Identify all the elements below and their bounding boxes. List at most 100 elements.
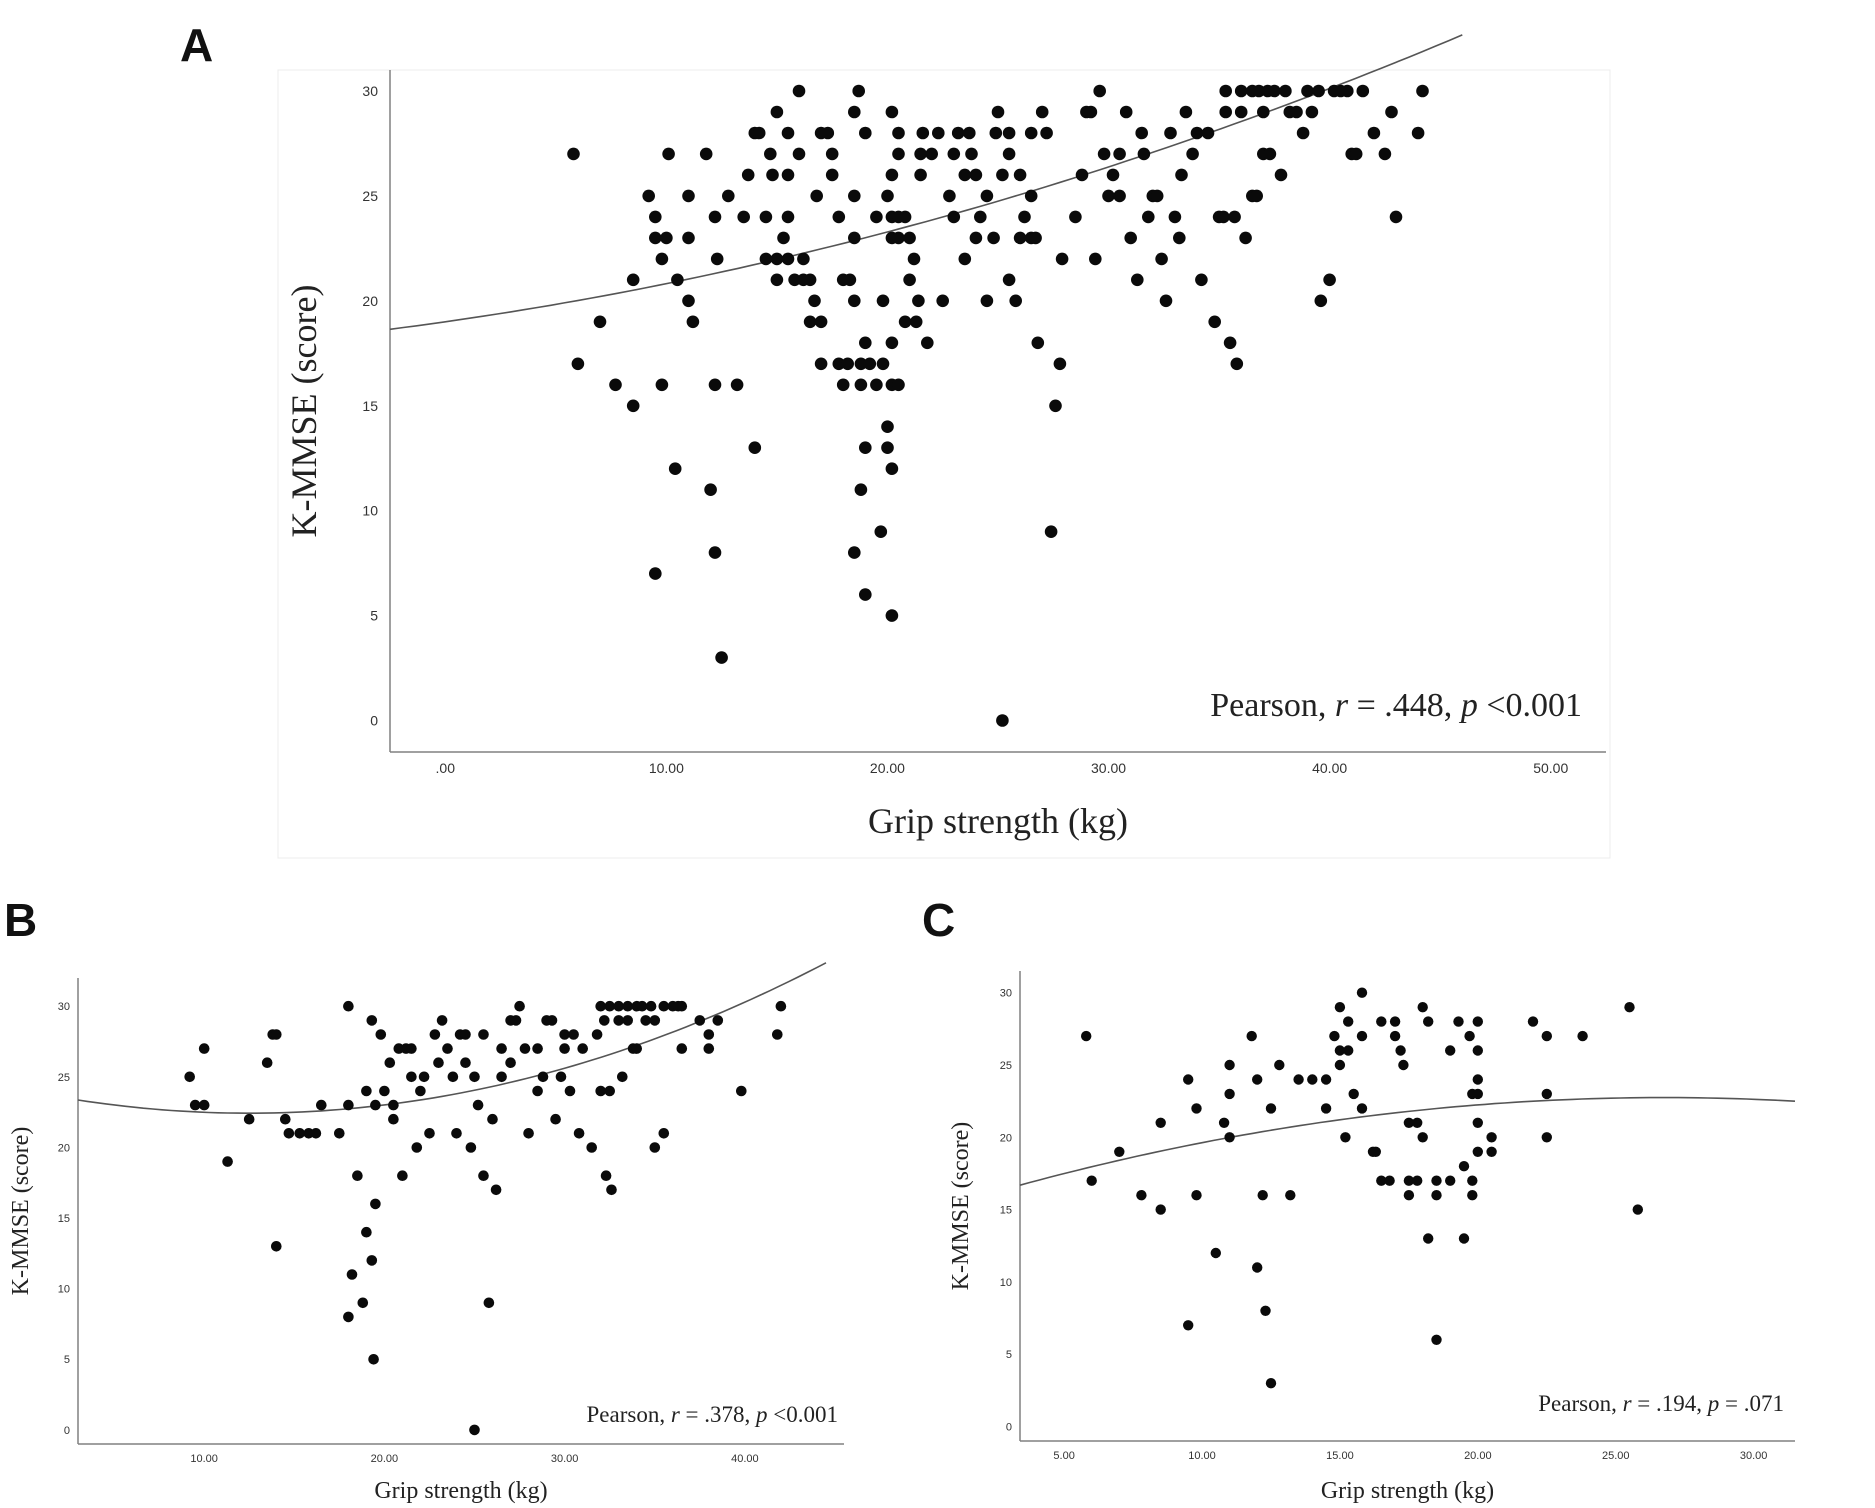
data-point (694, 1015, 706, 1026)
data-point (222, 1156, 233, 1167)
data-point (741, 168, 755, 182)
data-point (1191, 1103, 1202, 1114)
data-point (1268, 84, 1281, 98)
data-point (892, 126, 905, 140)
annotation-text: = .448, (1348, 687, 1461, 724)
data-point (996, 714, 1009, 727)
data-point (660, 231, 673, 245)
data-point (1201, 126, 1215, 140)
data-point (916, 126, 930, 140)
data-point (1223, 336, 1237, 350)
x-tick-label: 50.00 (1533, 760, 1568, 776)
data-point (375, 1029, 387, 1040)
data-point (519, 1043, 531, 1054)
data-point (415, 1085, 426, 1097)
y-tick-label: 15 (362, 398, 378, 414)
data-point (465, 1142, 477, 1153)
x-tick-label: 15.00 (1326, 1450, 1354, 1462)
data-point (1340, 1132, 1351, 1143)
data-point (352, 1170, 363, 1181)
data-point (1305, 105, 1319, 119)
data-point (1417, 1002, 1428, 1013)
data-point (870, 210, 883, 224)
data-point (1086, 1175, 1097, 1186)
data-point (943, 189, 956, 203)
data-point (885, 168, 899, 182)
data-point (947, 210, 961, 224)
data-point (1168, 210, 1182, 224)
data-point (722, 189, 735, 203)
data-point (885, 609, 899, 622)
data-point (1320, 1103, 1332, 1114)
data-point (1097, 147, 1111, 161)
data-point (1257, 105, 1270, 119)
data-point (825, 168, 839, 182)
data-point (676, 1043, 688, 1054)
fit-curve (389, 34, 1463, 331)
y-axis-title: K-MMSE (score) (948, 1122, 974, 1291)
annotation-symbol: p (754, 1402, 768, 1427)
data-point (1210, 1247, 1222, 1259)
data-point (682, 189, 695, 203)
data-point (932, 126, 945, 140)
data-point (1458, 1161, 1470, 1172)
data-point (1632, 1204, 1644, 1215)
data-point (662, 147, 675, 161)
data-point (1040, 126, 1053, 140)
data-point (881, 441, 894, 455)
chart-panel-b: 0 5 10 15 20 25 30 10.00 20.00 30.00 40.00 Grip str… (8, 962, 844, 1504)
data-point (1403, 1175, 1415, 1186)
data-point (1135, 126, 1148, 140)
data-point (987, 231, 1000, 245)
data-point (1527, 1016, 1539, 1027)
data-point (1472, 1117, 1484, 1129)
data-point (436, 1015, 448, 1026)
data-point (874, 525, 888, 538)
data-point (559, 1029, 570, 1040)
data-point (1106, 168, 1120, 182)
data-point (892, 378, 905, 392)
y-tick-label: 20 (58, 1142, 70, 1154)
data-point (1239, 231, 1252, 245)
data-point (737, 210, 750, 224)
data-point (885, 462, 899, 476)
data-point (1417, 1132, 1428, 1143)
annotation-text: = .071 (1719, 1391, 1784, 1416)
data-point (854, 357, 868, 371)
data-point (814, 315, 828, 329)
data-point (361, 1085, 372, 1097)
data-point (1113, 189, 1126, 203)
data-point (1150, 189, 1164, 203)
data-point (559, 1043, 570, 1054)
data-point (1219, 105, 1232, 119)
x-tick-label: 10.00 (190, 1453, 218, 1465)
data-point (736, 1085, 747, 1097)
data-point (1260, 1305, 1271, 1317)
data-point (595, 1085, 606, 1097)
data-point (1274, 168, 1288, 182)
data-point (243, 1113, 255, 1125)
data-point (1577, 1030, 1588, 1042)
data-point (261, 1057, 273, 1068)
annotation-symbol: p (1706, 1391, 1720, 1416)
data-point (1263, 147, 1277, 161)
data-point (770, 252, 784, 266)
data-point (1486, 1132, 1497, 1143)
data-point (788, 273, 801, 287)
data-point (478, 1170, 489, 1181)
data-point (881, 420, 894, 434)
data-point (676, 1000, 688, 1012)
annotation-symbol: r (671, 1402, 681, 1427)
data-point (1175, 168, 1188, 182)
data-point (478, 1029, 489, 1040)
data-point (1624, 1002, 1635, 1013)
data-point (1445, 1175, 1456, 1186)
data-point (903, 273, 916, 287)
data-point (361, 1226, 372, 1238)
data-point (1137, 147, 1151, 161)
data-point (881, 189, 894, 203)
data-point (1378, 147, 1392, 161)
data-point (1458, 1233, 1470, 1244)
data-point (626, 399, 640, 413)
